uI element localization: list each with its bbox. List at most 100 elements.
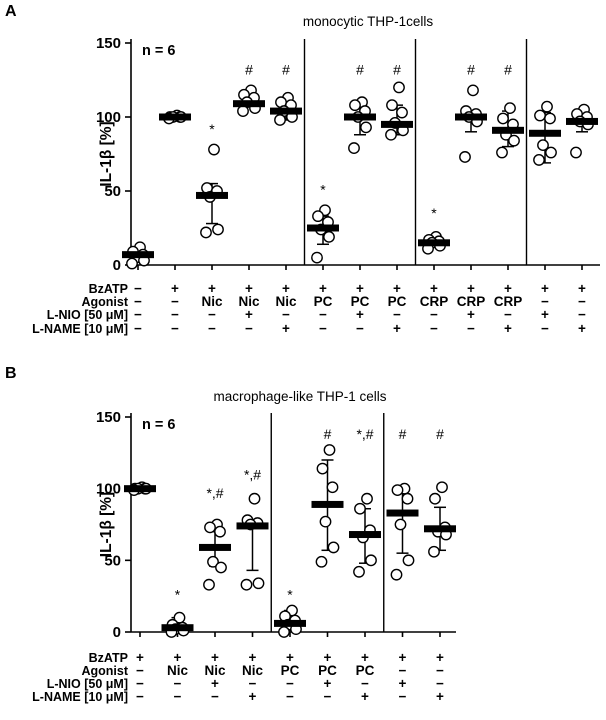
- data-point: [348, 142, 360, 154]
- condition-value: +: [541, 281, 549, 296]
- y-tick-label: 100: [96, 109, 121, 126]
- condition-value: −: [578, 307, 586, 322]
- condition-value: +: [356, 307, 364, 322]
- condition-row-label: Agonist: [81, 664, 128, 678]
- data-point: [534, 109, 546, 122]
- condition-value: +: [578, 281, 586, 296]
- condition-value: −: [361, 676, 369, 691]
- condition-value: PC: [388, 294, 407, 309]
- median-bar: [311, 500, 344, 508]
- condition-value: −: [399, 663, 407, 678]
- condition-value: +: [249, 689, 257, 704]
- condition-row-label: L-NAME [10 μM]: [32, 690, 128, 704]
- significance-label: *,#: [206, 485, 223, 501]
- panel-title: monocytic THP-1cells: [303, 14, 434, 29]
- data-point: [393, 81, 405, 94]
- data-point: [396, 106, 408, 119]
- significance-label: *: [320, 182, 326, 198]
- data-point: [545, 146, 557, 159]
- data-point: [436, 481, 448, 494]
- median-bar: [124, 485, 156, 493]
- significance-label: *,#: [356, 426, 373, 442]
- condition-row-label: L-NAME [10 μM]: [32, 322, 128, 336]
- data-point: [207, 555, 219, 568]
- significance-label: *: [209, 121, 215, 137]
- condition-value: Nic: [167, 663, 189, 678]
- condition-value: −: [171, 307, 179, 322]
- condition-value: CRP: [420, 294, 449, 309]
- median-bar: [233, 100, 265, 108]
- condition-value: −: [356, 321, 364, 336]
- condition-value: +: [286, 650, 294, 665]
- condition-value: −: [393, 307, 401, 322]
- median-bar: [529, 129, 561, 137]
- significance-label: *,#: [244, 466, 261, 482]
- data-point: [204, 521, 216, 534]
- condition-value: −: [134, 294, 142, 309]
- condition-value: −: [208, 307, 216, 322]
- median-bar: [381, 120, 413, 128]
- data-point: [496, 146, 508, 159]
- data-point: [504, 102, 516, 115]
- data-point: [323, 444, 336, 456]
- median-bar: [455, 113, 487, 121]
- data-point: [354, 502, 366, 515]
- panel-letter: A: [5, 3, 17, 20]
- data-point: [537, 139, 549, 152]
- data-point: [428, 545, 440, 558]
- median-bar: [196, 191, 228, 199]
- data-point: [544, 112, 556, 125]
- condition-value: −: [136, 663, 144, 678]
- panel-title: macrophage-like THP-1 cells: [213, 389, 386, 404]
- condition-row-label: L-NIO [50 μM]: [47, 308, 128, 322]
- condition-value: +: [319, 281, 327, 296]
- significance-label: *: [431, 205, 437, 221]
- condition-value: −: [174, 689, 182, 704]
- y-tick-label: 100: [96, 481, 121, 498]
- median-bar: [307, 224, 339, 232]
- condition-value: −: [136, 676, 144, 691]
- data-point: [126, 257, 138, 270]
- y-axis-label: IL-1β [%]: [98, 492, 115, 557]
- condition-value: +: [282, 321, 290, 336]
- condition-row-label: L-NIO [50 μM]: [47, 677, 128, 691]
- condition-value: −: [541, 294, 549, 309]
- significance-label: #: [467, 62, 475, 78]
- data-point: [214, 525, 226, 538]
- condition-value: +: [245, 281, 253, 296]
- condition-row-label: BzATP: [89, 282, 128, 296]
- median-bar: [418, 239, 450, 247]
- condition-value: +: [361, 689, 369, 704]
- y-tick-label: 150: [96, 35, 121, 52]
- data-point: [200, 226, 212, 239]
- condition-value: −: [430, 321, 438, 336]
- significance-label: #: [324, 426, 332, 442]
- condition-value: +: [211, 650, 219, 665]
- data-point: [365, 554, 377, 567]
- condition-value: −: [541, 321, 549, 336]
- condition-value: −: [324, 689, 332, 704]
- significance-label: *: [175, 587, 181, 603]
- data-point: [386, 99, 398, 112]
- condition-row-label: BzATP: [89, 651, 128, 665]
- condition-value: −: [171, 294, 179, 309]
- condition-value: +: [436, 650, 444, 665]
- condition-value: −: [467, 321, 475, 336]
- condition-value: −: [319, 307, 327, 322]
- data-point: [390, 568, 403, 581]
- condition-value: −: [171, 321, 179, 336]
- condition-value: Nic: [238, 294, 260, 309]
- median-bar: [270, 107, 302, 115]
- data-point: [360, 121, 372, 134]
- condition-value: −: [504, 307, 512, 322]
- condition-value: PC: [356, 663, 375, 678]
- data-point: [508, 134, 520, 147]
- condition-value: −: [249, 676, 257, 691]
- data-point: [349, 99, 361, 112]
- data-point: [208, 143, 220, 156]
- condition-value: −: [436, 663, 444, 678]
- data-point: [215, 561, 227, 574]
- condition-value: Nic: [275, 294, 297, 309]
- data-point: [252, 577, 265, 590]
